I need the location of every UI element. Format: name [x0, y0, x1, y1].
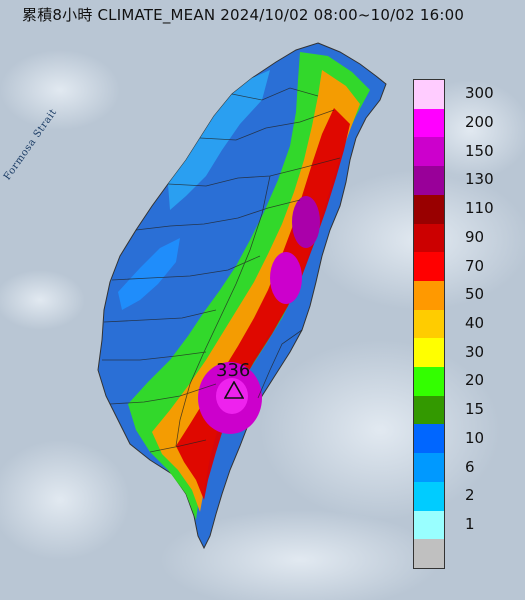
legend-swatch [414, 280, 444, 311]
legend-label: 2 [465, 486, 475, 505]
legend-swatch [414, 80, 444, 110]
legend-label: 6 [465, 457, 475, 476]
legend-label: 30 [465, 342, 485, 361]
legend-swatch [414, 309, 444, 339]
legend-swatch [414, 166, 444, 196]
rain-zone-light [168, 70, 270, 210]
legend-label: 10 [465, 428, 485, 447]
rain-max-north [292, 196, 320, 248]
legend-label: 1 [465, 514, 475, 533]
legend-swatch [414, 194, 444, 225]
legend-label: 70 [465, 256, 485, 275]
max-location-triangle-icon [224, 381, 244, 399]
legend-swatch [414, 395, 444, 425]
legend-swatch [414, 137, 444, 167]
legend-label: 150 [465, 141, 494, 160]
rain-zone-light-2 [118, 238, 180, 310]
legend-label: 300 [465, 84, 494, 103]
county-boundaries [102, 87, 341, 453]
legend-swatch [414, 510, 444, 540]
legend-label: 40 [465, 314, 485, 332]
legend-swatch [414, 453, 444, 483]
legend-label: 110 [465, 199, 494, 218]
legend-label: 50 [465, 285, 485, 304]
legend-swatch [414, 338, 444, 368]
legend-swatch [414, 223, 444, 253]
rain-max-south-core [216, 378, 248, 414]
legend-label: 200 [465, 113, 494, 132]
legend-label: 130 [465, 170, 494, 189]
color-legend [413, 79, 445, 569]
legend-label: 15 [465, 400, 485, 419]
max-rainfall-value: 336 [216, 360, 251, 381]
legend-label: 90 [465, 227, 485, 246]
legend-swatch [414, 252, 444, 282]
rain-max-central [270, 252, 302, 304]
legend-label: 20 [465, 371, 485, 390]
legend-swatch [414, 539, 444, 569]
legend-swatch [414, 424, 444, 454]
legend-swatch [414, 108, 444, 138]
map-title: 累積8小時 CLIMATE_MEAN 2024/10/02 08:00~10/0… [22, 6, 465, 24]
legend-swatch [414, 481, 444, 512]
legend-swatch [414, 367, 444, 397]
